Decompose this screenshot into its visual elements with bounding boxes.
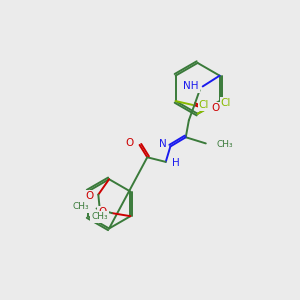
Text: O: O [211,103,219,113]
Text: NH: NH [183,81,199,92]
Text: O: O [85,191,94,201]
Text: CH₃: CH₃ [72,202,89,211]
Text: O: O [98,207,106,217]
Text: CH₃: CH₃ [92,212,108,221]
Text: Cl: Cl [221,98,231,108]
Text: CH₃: CH₃ [217,140,233,149]
Text: Cl: Cl [199,100,209,110]
Text: O: O [125,138,134,148]
Text: H: H [172,158,180,168]
Text: N: N [159,139,167,149]
